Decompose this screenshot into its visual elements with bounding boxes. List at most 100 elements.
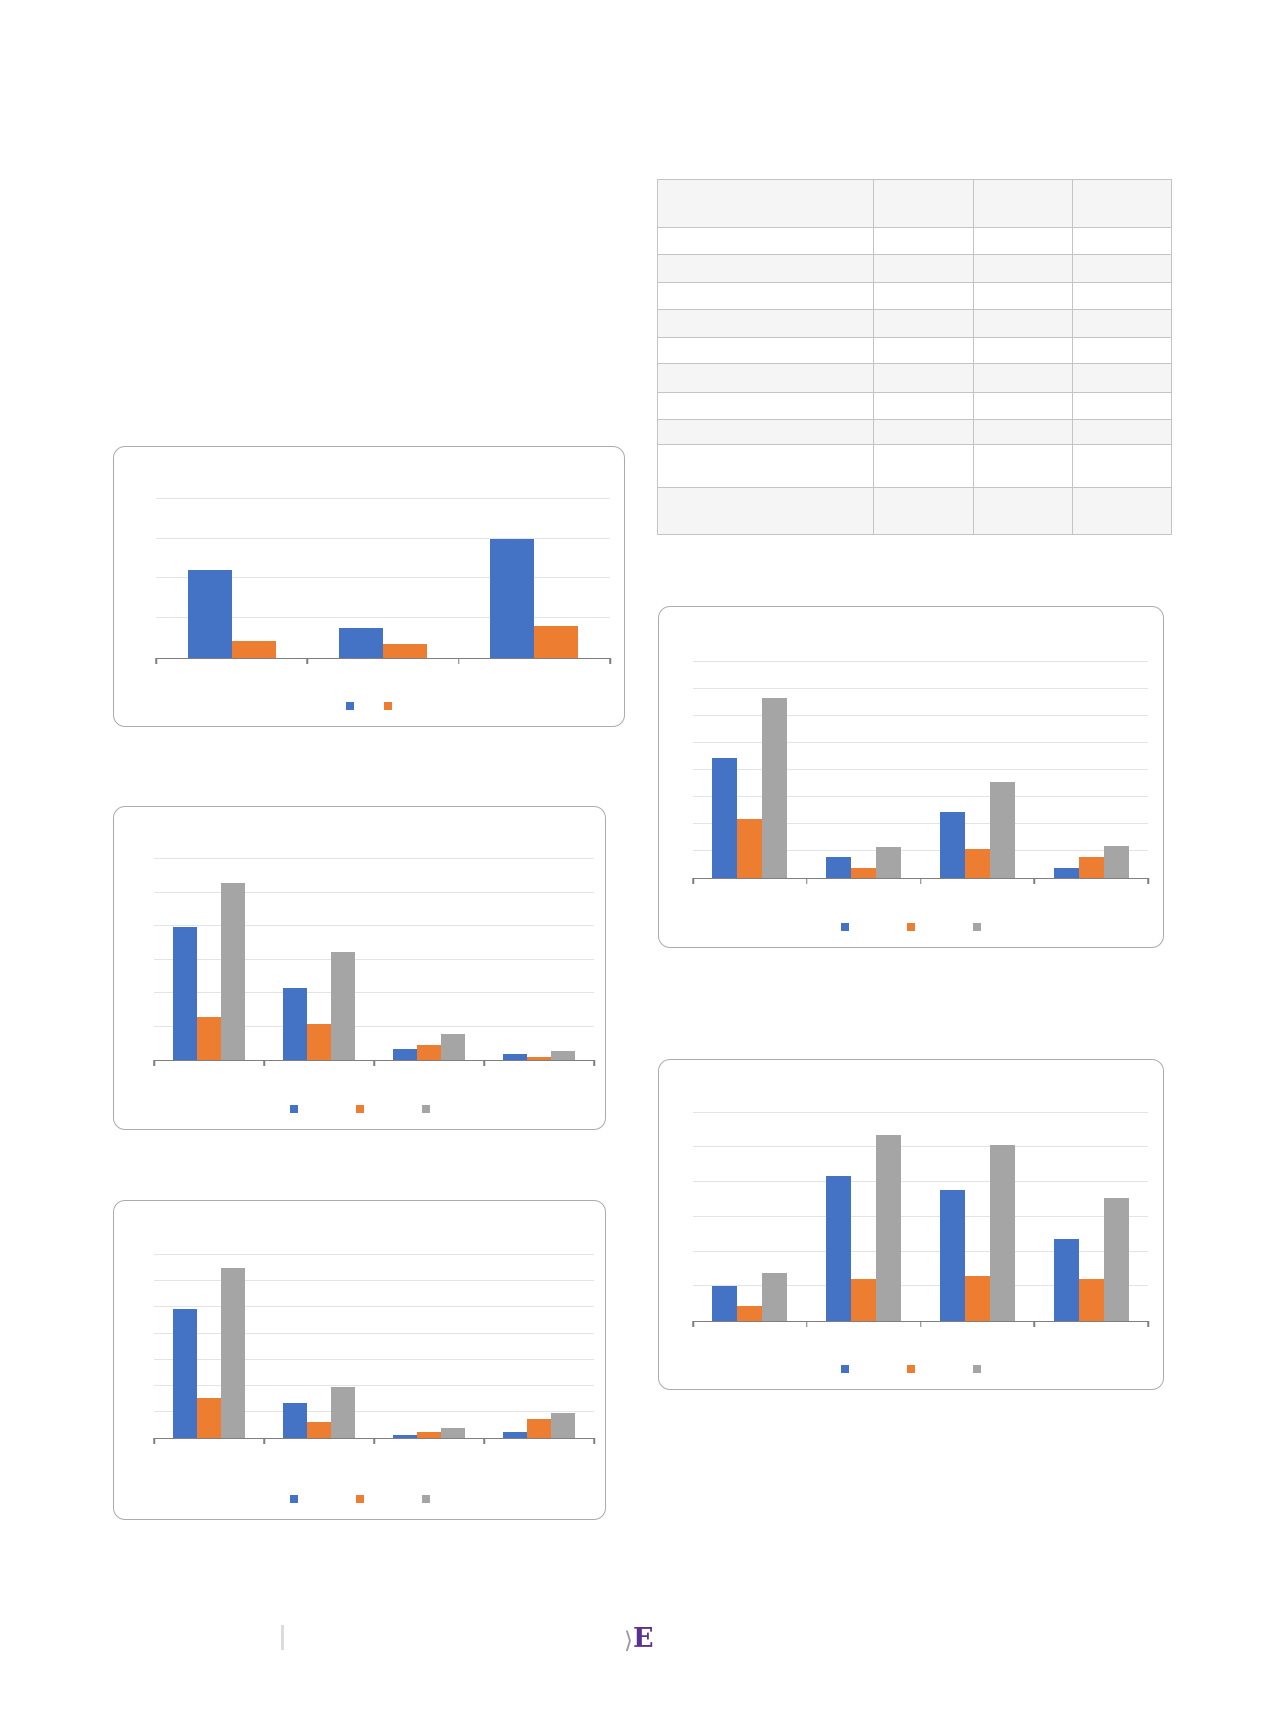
bar-chart-2-plot <box>153 827 595 1066</box>
legend-swatch-series3 <box>421 1105 430 1113</box>
axis-tick <box>806 878 808 884</box>
legend-swatch-series3 <box>421 1495 430 1503</box>
gridline <box>693 769 1148 770</box>
table-cell <box>873 444 974 488</box>
bar-chart-4-plot <box>692 636 1149 884</box>
gridline <box>154 1410 594 1412</box>
bar-series3-cat3 <box>441 1033 466 1060</box>
axis-tick <box>457 658 460 664</box>
bar-series3-cat1 <box>221 1267 246 1438</box>
data-table <box>657 179 1172 535</box>
table-row <box>657 363 1172 393</box>
axis-tick <box>692 878 694 884</box>
gridline <box>693 1285 1148 1287</box>
gridline <box>693 1250 1148 1252</box>
table-header-cell <box>973 179 1073 228</box>
bar-series2-cat2 <box>851 868 877 878</box>
bar-series1-cat3 <box>392 1048 417 1060</box>
table-cell <box>657 392 874 420</box>
bar-chart-3-legend <box>114 1495 605 1503</box>
axis-tick <box>806 1321 808 1327</box>
table-cell <box>973 309 1073 338</box>
axis-tick <box>373 1438 375 1444</box>
table-header-row <box>657 179 1172 228</box>
bar-series1-cat4 <box>1053 868 1079 878</box>
bar-chart-3-plot <box>153 1230 595 1444</box>
table-row <box>657 227 1172 255</box>
bar-series2-cat2 <box>851 1279 877 1321</box>
footer-divider <box>281 1625 284 1650</box>
logo-letter: E <box>632 1623 654 1654</box>
legend-swatch-series1 <box>841 923 849 931</box>
gridline <box>156 617 610 619</box>
table-row <box>657 309 1172 338</box>
gridline <box>693 823 1148 824</box>
table-cell <box>657 363 874 393</box>
bar-series1-cat1 <box>712 758 738 878</box>
table-cell <box>1072 282 1172 310</box>
axis-tick <box>263 1438 265 1444</box>
table-header-cell <box>1072 179 1172 228</box>
bar-series2-cat4 <box>1078 1279 1104 1321</box>
bar-chart-1-legend <box>114 702 624 710</box>
table-cell <box>1072 227 1172 255</box>
bar-series3-cat4 <box>1103 1198 1129 1321</box>
bar-chart-4 <box>658 606 1164 948</box>
gridline <box>693 742 1148 743</box>
axis-tick <box>155 658 157 664</box>
table-cell <box>1072 419 1172 445</box>
axis-tick <box>1147 1321 1149 1327</box>
table-row <box>657 487 1172 535</box>
bar-series3-cat1 <box>762 1273 788 1321</box>
table-row <box>657 444 1172 488</box>
bar-series2-cat2 <box>306 1023 332 1060</box>
table-cell <box>973 419 1073 445</box>
table-cell <box>1072 254 1172 283</box>
axis-tick <box>263 1060 265 1066</box>
table-cell <box>873 363 974 393</box>
bar-chart-5-legend <box>659 1365 1163 1373</box>
legend-swatch-series2 <box>355 1495 364 1503</box>
axis-tick <box>1033 878 1035 884</box>
axis-tick <box>609 658 611 664</box>
legend-swatch-series2 <box>907 923 915 931</box>
bar-series3-cat2 <box>876 1134 902 1321</box>
table-cell <box>1072 487 1172 535</box>
bar-chart-5-plot <box>692 1079 1149 1327</box>
table-grid <box>657 179 1172 535</box>
legend-swatch-series1 <box>289 1105 298 1113</box>
gridline <box>693 1181 1148 1183</box>
gridline <box>154 992 594 994</box>
bar-series1-cat1 <box>712 1285 738 1321</box>
footer-logo: ⟩ E <box>624 1623 654 1654</box>
table-cell <box>657 309 874 338</box>
table-row <box>657 419 1172 445</box>
bar-chart-2 <box>113 806 606 1130</box>
bar-chart-1 <box>113 446 625 727</box>
table-cell <box>1072 337 1172 364</box>
bar-series2-cat4 <box>1078 856 1104 878</box>
bar-series2-cat2 <box>383 643 427 658</box>
gridline <box>154 891 594 893</box>
table-cell <box>873 227 974 255</box>
gridline <box>693 715 1148 716</box>
table-cell <box>873 337 974 364</box>
table-cell <box>1072 309 1172 338</box>
axis-tick <box>593 1060 595 1066</box>
legend-swatch-series2 <box>384 702 392 710</box>
table-cell <box>973 392 1073 420</box>
table-cell <box>873 254 974 283</box>
table-cell <box>657 282 874 310</box>
bar-series1-cat4 <box>1053 1239 1079 1321</box>
table-cell <box>973 337 1073 364</box>
table-cell <box>1072 363 1172 393</box>
legend-swatch-series3 <box>973 1365 981 1373</box>
gridline <box>154 1280 594 1282</box>
axis-tick <box>483 1438 485 1444</box>
table-cell <box>657 444 874 488</box>
bar-series3-cat3 <box>441 1428 466 1438</box>
table-cell <box>1072 444 1172 488</box>
bar-series1-cat2 <box>282 988 307 1060</box>
bar-series3-cat3 <box>989 781 1015 878</box>
table-cell <box>973 227 1073 255</box>
